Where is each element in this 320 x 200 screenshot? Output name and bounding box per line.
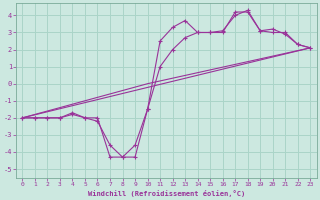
X-axis label: Windchill (Refroidissement éolien,°C): Windchill (Refroidissement éolien,°C) bbox=[88, 190, 245, 197]
